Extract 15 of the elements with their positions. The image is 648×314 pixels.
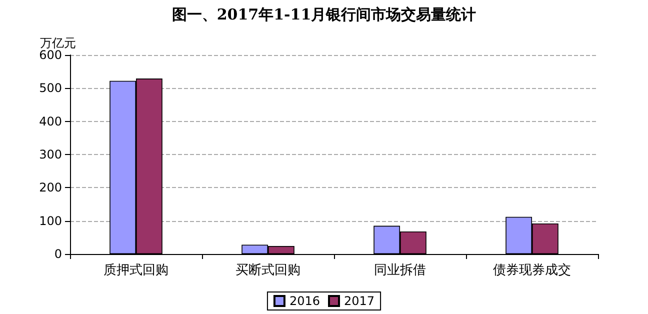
x-tick-label: 债券现券成交 [493, 262, 571, 278]
y-tick-label: 200 [39, 180, 62, 195]
y-tick-label: 100 [39, 214, 62, 228]
legend-label: 2016 [289, 294, 320, 308]
y-tick-label: 500 [39, 81, 62, 96]
y-tick-label: 400 [39, 114, 62, 128]
y-tick-label: 0 [54, 247, 62, 261]
legend-label: 2017 [344, 294, 375, 308]
y-tick-label: 300 [39, 148, 62, 162]
x-tick-label: 同业拆借 [374, 263, 426, 278]
x-tick-label: 质押式回购 [104, 263, 168, 278]
y-tick-label: 600 [39, 48, 62, 62]
y-axis-title: 万亿元 [40, 36, 76, 50]
x-tick-label: 买断式回购 [236, 263, 300, 278]
chart-title: 图一、2017年1-11月银行间市场交易量统计 [172, 6, 476, 24]
